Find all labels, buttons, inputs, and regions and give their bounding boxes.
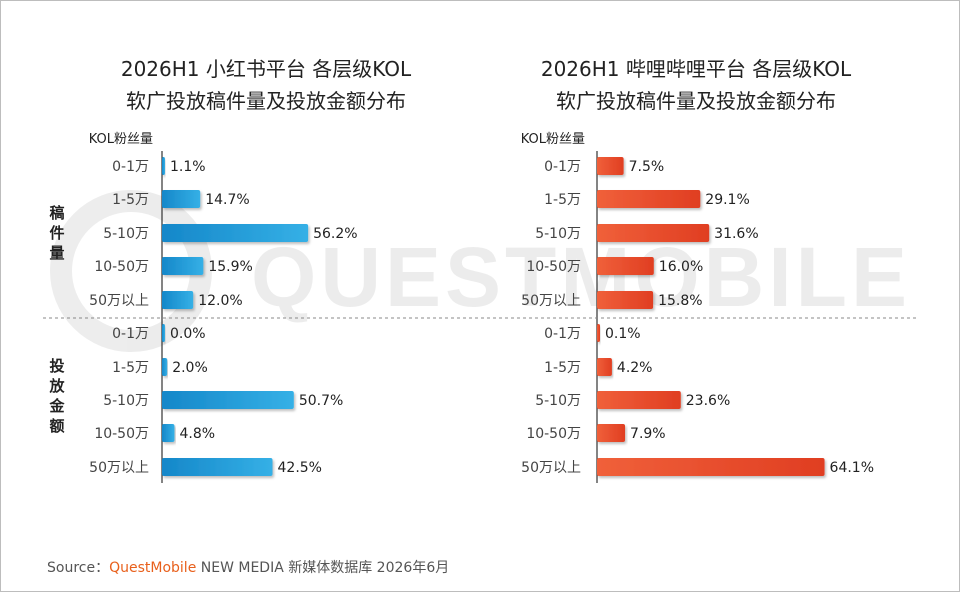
right-tick-label: 5-10万 [535, 393, 581, 409]
left-tick-label: 0-1万 [112, 326, 149, 342]
left-data-label: 12.0% [198, 293, 242, 309]
right-data-label: 16.0% [659, 259, 703, 275]
right-data-label: 7.9% [630, 426, 666, 442]
right-data-label: 4.2% [617, 360, 653, 376]
left-tick-label: 50万以上 [89, 460, 149, 476]
left-bar [162, 224, 309, 242]
watermark-text: QUESTMOBILE [251, 230, 911, 324]
group-label-2: 投放金额 [48, 357, 65, 435]
left-data-label: 50.7% [299, 393, 343, 409]
right-bar [597, 324, 600, 342]
right-bar [597, 291, 654, 309]
right-tick-label: 5-10万 [535, 226, 581, 242]
source-brand: QuestMobile [109, 560, 197, 576]
left-bar [162, 424, 175, 442]
left-data-label: 42.5% [278, 460, 322, 476]
left-bar [162, 257, 204, 275]
left-bar [162, 157, 165, 175]
right-axis-title: KOL粉丝量 [521, 132, 585, 147]
right-title-line2: 软广投放稿件量及投放金额分布 [556, 89, 836, 113]
right-data-label: 15.8% [658, 293, 702, 309]
left-tick-label: 50万以上 [89, 293, 149, 309]
left-chart-title: 2026H1 小红书平台 各层级KOL 软广投放稿件量及投放金额分布 [61, 53, 471, 117]
right-data-label: 31.6% [714, 226, 758, 242]
right-bar [597, 424, 626, 442]
right-tick-label: 50万以上 [521, 293, 581, 309]
right-data-label: 29.1% [705, 192, 749, 208]
right-tick-label: 10-50万 [526, 426, 581, 442]
right-data-label: 64.1% [830, 460, 874, 476]
group-label-1: 稿件量 [49, 204, 64, 262]
right-chart-title: 2026H1 哔哩哔哩平台 各层级KOL 软广投放稿件量及投放金额分布 [491, 53, 901, 117]
source-note: Source：QuestMobile NEW MEDIA 新媒体数据库 2026… [47, 557, 449, 577]
right-tick-label: 0-1万 [544, 326, 581, 342]
source-prefix: Source： [47, 560, 110, 576]
right-tick-label: 10-50万 [526, 259, 581, 275]
right-bar [597, 458, 825, 476]
left-title-line2: 软广投放稿件量及投放金额分布 [126, 89, 406, 113]
right-data-label: 23.6% [686, 393, 730, 409]
left-title-line1: 2026H1 小红书平台 各层级KOL [120, 57, 412, 81]
right-bar [597, 257, 654, 275]
right-tick-label: 1-5万 [544, 360, 581, 376]
left-bar [162, 190, 201, 208]
left-bar [162, 358, 168, 376]
right-bar [597, 190, 701, 208]
right-tick-label: 50万以上 [521, 460, 581, 476]
group-label-char: 放 [48, 377, 65, 395]
left-data-label: 14.7% [205, 192, 249, 208]
left-tick-label: 5-10万 [103, 226, 149, 242]
group-label-char: 件 [49, 224, 64, 242]
left-data-label: 1.1% [170, 159, 206, 175]
source-suffix: NEW MEDIA 新媒体数据库 2026年6月 [196, 560, 450, 576]
left-tick-label: 10-50万 [94, 426, 149, 442]
left-data-label: 4.8% [179, 426, 215, 442]
right-bar [597, 358, 612, 376]
left-tick-label: 5-10万 [103, 393, 149, 409]
right-tick-label: 1-5万 [544, 192, 581, 208]
right-title-line1: 2026H1 哔哩哔哩平台 各层级KOL [540, 57, 852, 81]
left-bar [162, 458, 273, 476]
right-tick-label: 0-1万 [544, 159, 581, 175]
left-tick-label: 1-5万 [112, 360, 149, 376]
left-chart: KOL粉丝量 0-1万 1.1% 1-5万 14.7% 5-10万 56.2% 10-50万 1… [89, 132, 358, 483]
left-tick-label: 0-1万 [112, 159, 149, 175]
bar-charts: KOL粉丝量 0-1万 1.1% 1-5万 14.7% 5-10万 56.2% 10-50万 1… [43, 132, 917, 483]
group-label-char: 量 [49, 244, 64, 262]
group-label-char: 额 [49, 417, 64, 435]
left-data-label: 0.0% [170, 326, 206, 342]
left-bar [162, 391, 294, 409]
left-bar [162, 291, 194, 309]
right-bar [597, 391, 681, 409]
right-data-label: 7.5% [629, 159, 665, 175]
right-data-label: 0.1% [605, 326, 641, 342]
left-data-label: 56.2% [313, 226, 357, 242]
right-bar [597, 157, 624, 175]
left-bar [162, 324, 165, 342]
right-bar [597, 224, 710, 242]
group-label-char: 投 [49, 357, 64, 375]
left-data-label: 2.0% [172, 360, 208, 376]
left-tick-label: 10-50万 [94, 259, 149, 275]
group-label-char: 稿 [49, 204, 64, 222]
right-chart: KOL粉丝量 0-1万 7.5% 1-5万 29.1% 5-10万 31.6% 10-50万 1… [521, 132, 874, 483]
left-data-label: 15.9% [208, 259, 252, 275]
group-label-char: 金 [48, 397, 65, 415]
left-axis-title: KOL粉丝量 [89, 132, 153, 147]
left-tick-label: 1-5万 [112, 192, 149, 208]
